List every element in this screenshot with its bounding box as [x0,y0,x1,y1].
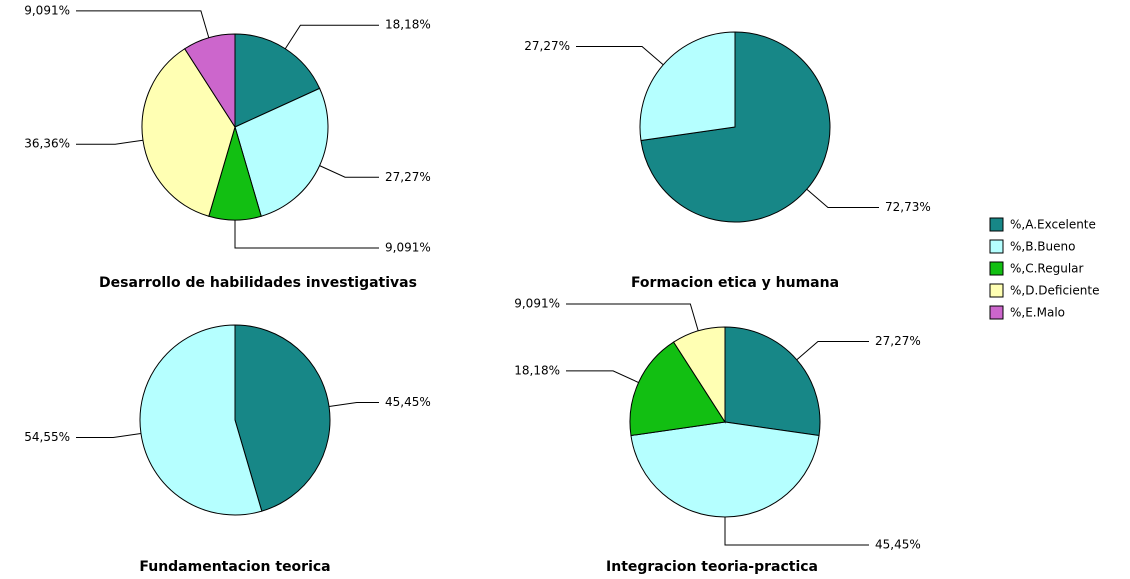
chart-title: Fundamentacion teorica [139,559,330,575]
legend-swatch [989,261,1004,276]
value-label: 9,091% [514,296,560,310]
value-label: 45,45% [875,538,921,552]
value-label: 9,091% [24,3,70,17]
value-label: 18,18% [514,363,560,377]
leader-line [576,45,664,66]
value-label: 27,27% [875,334,921,348]
legend-label: %,E.Malo [1010,306,1065,320]
value-label: 45,45% [385,395,431,409]
pie-slice [629,341,726,437]
legend-swatch [989,217,1004,232]
leader-line [76,10,210,38]
value-label: 27,27% [385,170,431,184]
legend-label: %,C.Regular [1010,262,1084,276]
legend-label: %,D.Deficiente [1010,284,1099,298]
value-label: 72,73% [885,200,931,214]
value-label: 54,55% [24,430,70,444]
pie-slice [724,326,821,437]
chart-title: Desarrollo de habilidades investigativas [99,275,417,291]
legend-label: %,B.Bueno [1010,240,1075,254]
pie-slice [672,326,726,424]
value-label: 27,27% [524,39,570,53]
value-label: 18,18% [385,18,431,32]
pie-slice [141,48,236,217]
leader-line [76,139,144,145]
chart-title: Integracion teoria-practica [606,559,818,575]
pie-slice [234,324,331,512]
leader-line [796,340,869,361]
leader-line [234,219,379,249]
legend-swatch [989,283,1004,298]
value-label: 9,091% [385,241,431,255]
legend-swatch [989,305,1004,320]
pie-slice [139,324,263,516]
pie-slice [234,87,329,217]
leader-line [319,165,379,178]
pie-slice [184,33,236,129]
leader-line [566,370,639,383]
leader-line [328,401,379,407]
chart-title: Formacion etica y humana [631,275,839,291]
leader-line [76,433,142,439]
legend-label: %,A.Excelente [1010,218,1096,232]
pie-slice [630,421,820,518]
value-label: 36,36% [24,137,70,151]
leader-line [284,24,379,50]
leader-line [566,303,699,331]
leader-line [806,188,879,209]
legend-swatch [989,239,1004,254]
pie-slice [639,31,736,142]
leader-line [724,516,869,546]
